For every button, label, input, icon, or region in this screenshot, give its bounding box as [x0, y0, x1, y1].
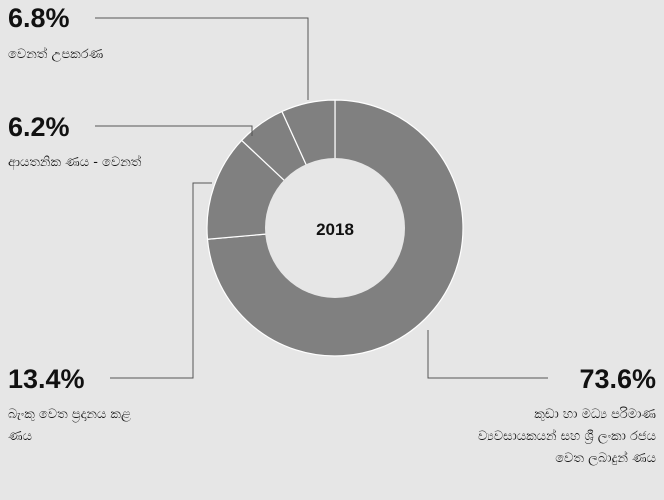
donut-hole — [265, 158, 405, 298]
value-label: 6.8% — [8, 3, 70, 33]
category-label: කුඩා හා මධ්‍ය පරිමාණ ව්‍යවසායකයන් සහ ශ්‍… — [477, 407, 656, 466]
value-label: 73.6% — [579, 364, 656, 394]
leader-line — [110, 182, 212, 379]
value-label: 6.2% — [8, 112, 70, 142]
leader-line — [95, 17, 309, 100]
category-label: වෙනත් උපකරණ — [8, 47, 104, 62]
value-label: 13.4% — [8, 364, 85, 394]
leader-line — [95, 125, 253, 136]
leader-line — [427, 330, 548, 379]
center-label: 2018 — [316, 220, 354, 239]
category-label: බැංකු වෙත ප්‍රදානය කළ ණය — [8, 407, 131, 444]
category-label: ආයතනික ණය - වෙනත් — [8, 155, 142, 170]
